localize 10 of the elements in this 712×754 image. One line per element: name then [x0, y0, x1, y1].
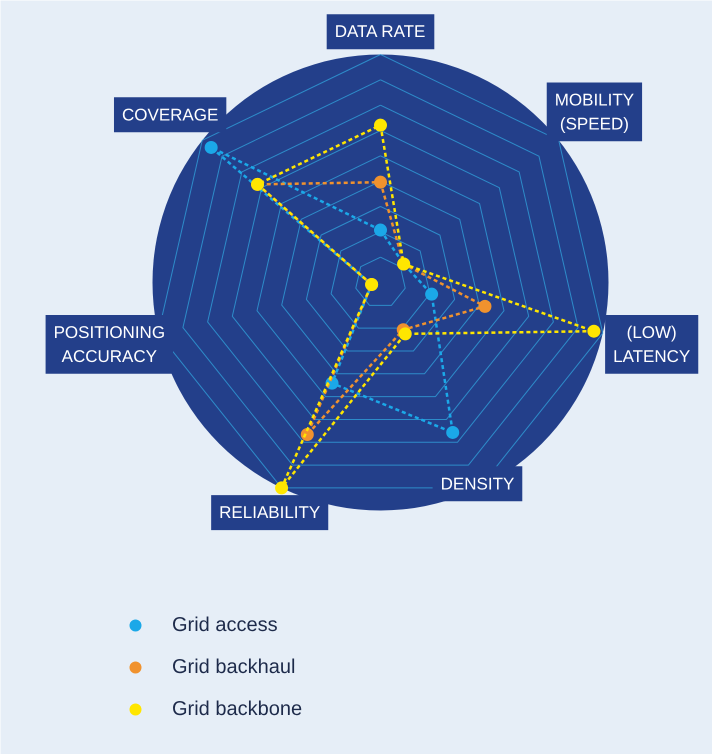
- legend-label: Grid backbone: [172, 698, 302, 720]
- legend-label: Grid access: [172, 614, 278, 636]
- spoke-label: COVERAGE: [122, 105, 218, 124]
- spoke-label: DENSITY: [440, 474, 514, 494]
- spoke-label: (LOW) LATENCY: [613, 323, 690, 366]
- spoke-label: DATA RATE: [334, 22, 426, 42]
- spoke-label: POSITIONING ACCURACY: [54, 323, 166, 366]
- spoke-label: MOBILITY (SPEED): [554, 90, 634, 134]
- spoke-label: RELIABILITY: [219, 503, 320, 522]
- legend-label: Grid backhaul: [172, 656, 296, 678]
